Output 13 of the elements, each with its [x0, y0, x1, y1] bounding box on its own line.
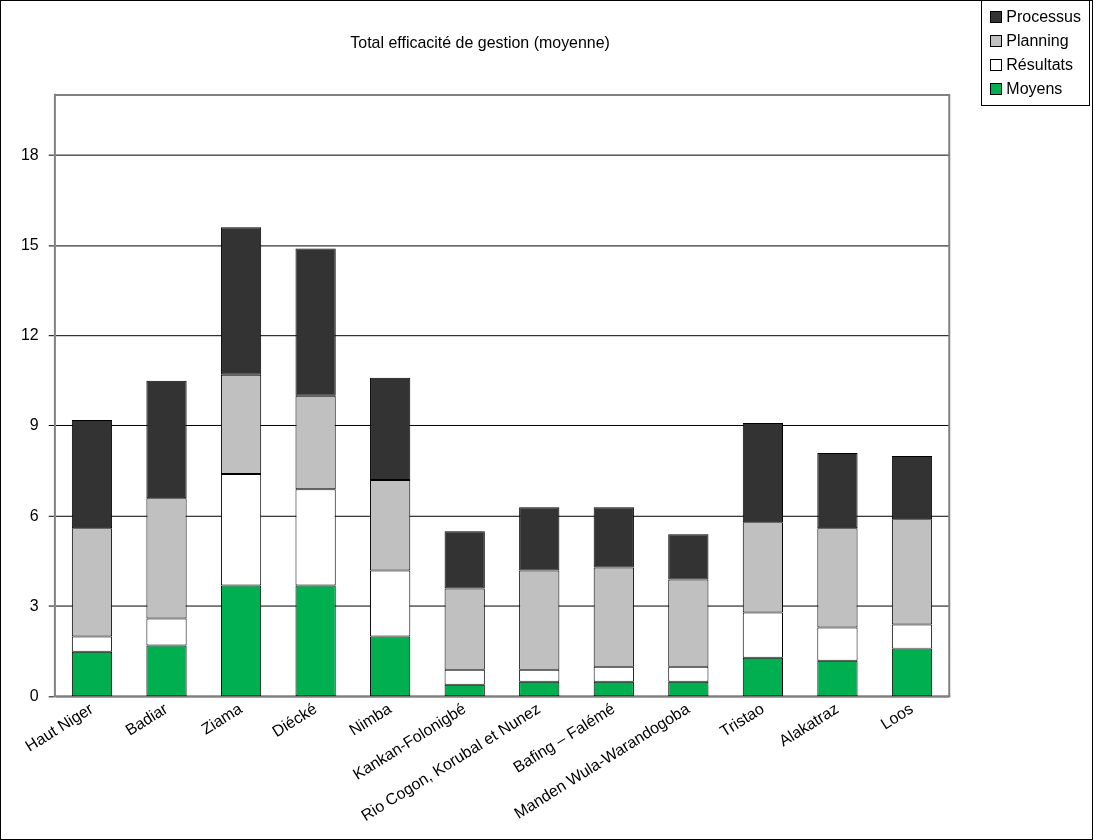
y-tick-label: 3	[29, 596, 39, 614]
legend-label: Moyens	[1006, 80, 1063, 98]
chart-title: Total efficacité de gestion (moyenne)	[350, 33, 610, 51]
y-tick-label: 0	[29, 687, 39, 705]
text: Résultats	[1006, 56, 1073, 74]
y-tick-label: 6	[29, 506, 39, 524]
legend-label: Planning	[1006, 32, 1069, 50]
y-tick-label: 12	[20, 326, 39, 344]
y-tick-label: 15	[20, 235, 39, 253]
y-tick-label: 9	[29, 416, 39, 434]
legend-label: Processus	[1006, 8, 1081, 26]
y-tick-label: 18	[20, 145, 39, 163]
x-tick-label: Loos	[877, 699, 916, 733]
